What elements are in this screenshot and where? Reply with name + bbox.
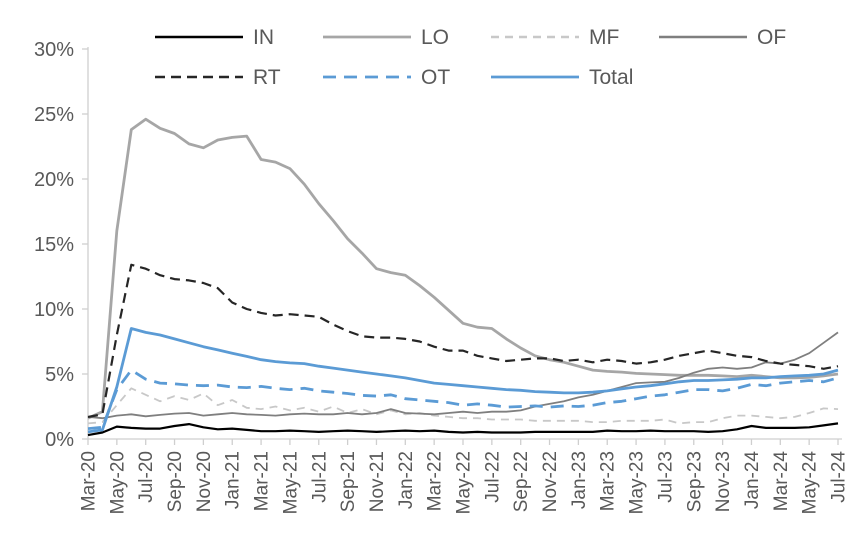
series-line-OF (87, 331, 839, 420)
x-tick-label: Mar-23 (598, 451, 619, 511)
legend-item-IN: IN (155, 26, 274, 49)
legend-label-OF: OF (757, 26, 786, 49)
x-tick-label: Mar-22 (425, 451, 446, 511)
x-tick-label: Jul-21 (309, 451, 330, 503)
x-tick-label: Jul-20 (136, 451, 157, 503)
legend-item-LO: LO (323, 26, 449, 49)
x-tick-label: Mar-20 (79, 451, 100, 511)
y-tick-label: 0% (45, 429, 74, 451)
series-line-MF (87, 387, 839, 425)
series-line-Total (87, 327, 839, 434)
legend: IN LO MF OF RT OT Total (155, 26, 786, 89)
x-tick-label: May-20 (107, 451, 128, 514)
x-tick-label: Sep-23 (684, 451, 705, 512)
x-tick-label: Nov-20 (194, 451, 215, 512)
legend-item-Total: Total (491, 66, 633, 89)
legend-label-Total: Total (589, 66, 633, 89)
legend-label-IN: IN (253, 26, 274, 49)
axes (82, 47, 842, 445)
series-line-IN (87, 422, 839, 437)
legend-label-LO: LO (421, 26, 449, 49)
x-tick-label: Sep-20 (165, 451, 186, 512)
y-tick-label: 20% (34, 169, 74, 191)
x-tick-label: Sep-21 (338, 451, 359, 512)
x-tick-labels: Mar-20 May-20 Jul-20 Sep-20 Nov-20 Jan-21 Mar-… (79, 451, 850, 515)
y-tick-label: 30% (34, 39, 74, 61)
x-tick-label: Jan-21 (223, 451, 244, 509)
x-tick-label: Nov-21 (367, 451, 388, 512)
x-tick-label: May-22 (454, 451, 475, 514)
legend-label-RT: RT (253, 66, 281, 89)
y-tick-label: 15% (34, 234, 74, 256)
y-tick-label: 25% (34, 104, 74, 126)
y-tick-labels: 0% 5% 10% 15% 20% 25% 30% (34, 39, 74, 451)
legend-item-MF: MF (491, 26, 619, 49)
x-tick-label: Nov-23 (713, 451, 734, 512)
series-line-RT (87, 263, 839, 418)
x-tick-label: Mar-24 (771, 451, 792, 512)
y-tick-label: 5% (45, 364, 74, 386)
x-tick-label: Nov-22 (540, 451, 561, 512)
legend-item-OT: OT (323, 66, 450, 89)
legend-label-OT: OT (421, 66, 450, 89)
series-lines (87, 117, 839, 437)
legend-item-OF: OF (659, 26, 786, 49)
legend-label-MF: MF (589, 26, 619, 49)
y-tick-label: 10% (34, 299, 74, 321)
legend-item-RT: RT (155, 66, 281, 89)
series-line-LO (87, 117, 839, 420)
x-tick-label: Jul-22 (482, 451, 503, 503)
x-tick-label: Jan-22 (396, 451, 417, 509)
x-tick-label: Sep-22 (511, 451, 532, 512)
x-tick-label: May-21 (280, 451, 301, 514)
x-tick-label: May-23 (627, 451, 648, 514)
x-tick-label: Jul-23 (655, 451, 676, 503)
x-tick-label: May-24 (800, 451, 821, 515)
x-tick-label: Jul-24 (829, 451, 850, 503)
x-tick-label: Jan-24 (742, 451, 763, 510)
x-tick-label: Jan-23 (569, 451, 590, 509)
x-tick-label: Mar-21 (252, 451, 273, 511)
